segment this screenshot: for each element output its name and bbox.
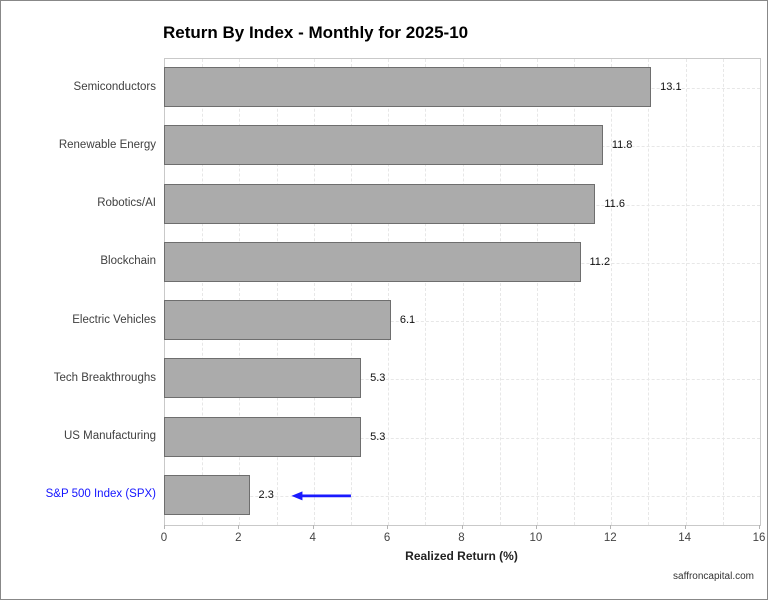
bar-value-label: 13.1 — [660, 81, 682, 94]
category-label: US Manufacturing — [63, 430, 156, 443]
gridline-vertical — [648, 59, 650, 525]
bar-blockchain — [164, 241, 581, 282]
category-label: Blockchain — [100, 255, 156, 268]
gridline-vertical — [685, 59, 687, 525]
watermark-text: saffroncapital.com — [673, 571, 754, 582]
x-tick-mark — [610, 525, 612, 529]
x-tick-mark — [387, 525, 389, 529]
x-tick-mark — [312, 525, 314, 529]
gridline-vertical — [239, 59, 241, 525]
x-tick-label: 12 — [603, 532, 617, 544]
bar-value-label: 11.6 — [604, 197, 625, 210]
bar-value-label: 2.3 — [258, 488, 274, 501]
category-label: Electric Vehicles — [72, 313, 156, 326]
chart-title: Return By Index - Monthly for 2025-10 — [163, 23, 469, 42]
gridline-vertical — [574, 59, 576, 525]
bar-semiconductors — [164, 67, 652, 108]
bar-value-label: 11.8 — [611, 139, 633, 152]
x-tick-mark — [461, 525, 463, 529]
bar-tech-breakthroughs — [164, 358, 362, 399]
bar-us-manufacturing — [164, 416, 362, 457]
bar-value-label: 5.3 — [370, 372, 386, 385]
gridline-vertical — [462, 59, 464, 525]
gridline-vertical — [499, 59, 501, 525]
x-tick-label: 2 — [235, 532, 242, 544]
x-tick-label: 10 — [529, 532, 543, 544]
gridline-horizontal — [165, 437, 760, 439]
x-axis-title: Realized Return (%) — [405, 549, 518, 563]
x-tick-mark — [759, 525, 760, 529]
x-tick-label: 6 — [383, 532, 391, 544]
x-tick-mark — [684, 525, 686, 529]
category-label: Semiconductors — [73, 80, 156, 93]
category-label-highlighted: S&P 500 Index (SPX) — [45, 488, 156, 501]
gridline-horizontal — [165, 321, 760, 323]
x-tick-mark — [164, 525, 165, 529]
x-tick-label: 14 — [678, 532, 692, 544]
x-tick-label: 4 — [309, 532, 316, 544]
bar-renewable-energy — [164, 125, 603, 166]
gridline-vertical — [722, 59, 724, 525]
bar-value-label: 6.1 — [399, 314, 416, 327]
gridline-vertical — [313, 59, 315, 525]
category-label: Renewable Energy — [58, 138, 156, 151]
category-label: Tech Breakthroughs — [53, 371, 156, 384]
gridline-vertical — [202, 59, 204, 525]
bar-value-label: 5.3 — [370, 430, 386, 443]
gridline-vertical — [425, 59, 427, 525]
x-tick-mark — [238, 525, 240, 529]
gridline-horizontal — [165, 379, 760, 381]
bar-robotics-ai — [164, 183, 596, 224]
gridline-horizontal — [165, 495, 760, 497]
category-label: Robotics/AI — [97, 197, 156, 210]
x-tick-label: 8 — [458, 532, 465, 544]
gridline-vertical — [276, 59, 278, 525]
x-tick-label: 16 — [752, 532, 766, 544]
bar-s-p-500-index-spx- — [164, 474, 250, 515]
gridline-vertical — [350, 59, 352, 525]
bar-electric-vehicles — [164, 300, 391, 341]
gridline-vertical — [388, 59, 390, 525]
gridline-vertical — [611, 59, 613, 525]
bar-value-label: 11.2 — [589, 255, 611, 268]
gridline-vertical — [536, 59, 538, 525]
x-tick-label: 0 — [160, 532, 168, 544]
x-tick-mark — [535, 525, 537, 529]
